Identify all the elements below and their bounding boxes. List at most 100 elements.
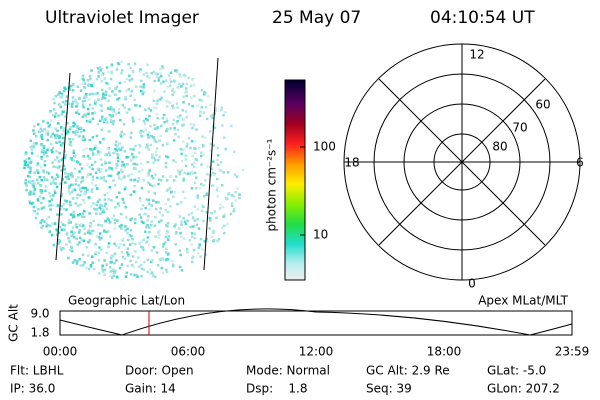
pixel bbox=[142, 119, 146, 123]
pixel bbox=[83, 86, 87, 89]
pixel bbox=[117, 111, 121, 115]
pixel bbox=[162, 245, 165, 248]
pixel bbox=[121, 197, 124, 201]
pixel bbox=[173, 128, 177, 132]
pixel bbox=[178, 82, 181, 86]
pixel bbox=[87, 229, 90, 232]
pixel bbox=[64, 181, 67, 184]
pixel bbox=[104, 202, 107, 205]
pixel bbox=[110, 70, 113, 73]
pixel bbox=[241, 168, 245, 171]
pixel bbox=[79, 203, 82, 206]
pixel bbox=[130, 217, 133, 220]
pixel bbox=[64, 100, 68, 103]
pixel bbox=[185, 82, 189, 86]
pixel bbox=[110, 254, 113, 257]
pixel bbox=[194, 147, 197, 150]
pixel bbox=[113, 252, 117, 256]
pixel bbox=[165, 79, 168, 82]
status-field: Gain: 14 bbox=[125, 382, 176, 396]
pixel bbox=[177, 135, 180, 139]
pixel bbox=[104, 153, 107, 157]
pixel bbox=[72, 121, 75, 125]
pixel bbox=[172, 139, 176, 142]
pixel bbox=[140, 162, 143, 165]
pixel bbox=[69, 84, 73, 88]
pixel bbox=[123, 150, 127, 153]
pixel bbox=[102, 270, 105, 273]
colorbar bbox=[284, 79, 306, 281]
pixel bbox=[99, 103, 102, 107]
pixel bbox=[119, 168, 123, 172]
pixel bbox=[53, 101, 56, 105]
pixel bbox=[26, 165, 30, 169]
pixel bbox=[85, 147, 88, 150]
pixel bbox=[197, 227, 201, 230]
pixel bbox=[76, 260, 79, 263]
pixel bbox=[43, 220, 46, 223]
pixel bbox=[159, 72, 162, 75]
pixel bbox=[100, 128, 104, 131]
altitude-frame bbox=[59, 310, 573, 336]
pixel bbox=[91, 178, 95, 181]
x-tick-label: 06:00 bbox=[171, 345, 206, 359]
pixel bbox=[96, 67, 100, 70]
pixel bbox=[79, 131, 83, 134]
pixel bbox=[191, 78, 194, 81]
pixel bbox=[46, 148, 49, 152]
pixel bbox=[93, 160, 97, 164]
pixel bbox=[108, 186, 112, 189]
pixel bbox=[65, 208, 68, 211]
pixel bbox=[125, 156, 128, 159]
pixel bbox=[206, 239, 209, 243]
pixel bbox=[106, 107, 110, 110]
pixel bbox=[67, 172, 70, 176]
pixel bbox=[210, 212, 213, 215]
pixel bbox=[112, 214, 116, 217]
pixel bbox=[105, 263, 108, 266]
pixel bbox=[165, 129, 168, 133]
pixel bbox=[65, 200, 68, 203]
pixel bbox=[159, 179, 163, 182]
pixel bbox=[215, 188, 219, 192]
pixel bbox=[41, 224, 44, 228]
pixel bbox=[45, 217, 48, 221]
pixel bbox=[194, 151, 197, 155]
pixel bbox=[29, 166, 32, 169]
pixel bbox=[71, 89, 75, 92]
altitude-curve bbox=[59, 308, 573, 336]
pixel bbox=[39, 166, 43, 169]
pixel bbox=[81, 224, 84, 227]
pixel bbox=[216, 177, 219, 181]
pixel bbox=[33, 182, 36, 185]
pixel bbox=[103, 179, 106, 182]
pixel bbox=[100, 109, 103, 112]
pixel bbox=[62, 129, 65, 133]
pixel bbox=[230, 194, 234, 197]
pixel bbox=[101, 88, 104, 92]
plot-title: Geographic Lat/Lon bbox=[68, 294, 185, 308]
pixel bbox=[81, 137, 84, 141]
pixel bbox=[117, 177, 121, 180]
pixel bbox=[143, 122, 147, 125]
pixel bbox=[119, 135, 123, 138]
pixel bbox=[79, 194, 82, 197]
pixel bbox=[193, 94, 196, 98]
pixel bbox=[93, 111, 97, 114]
pixel bbox=[100, 67, 103, 71]
pixel bbox=[120, 223, 123, 227]
pixel bbox=[112, 179, 115, 183]
pixel bbox=[63, 156, 67, 160]
pixel bbox=[146, 133, 150, 137]
pixel bbox=[68, 192, 72, 195]
pixel bbox=[154, 216, 157, 219]
pixel bbox=[172, 118, 175, 122]
pixel bbox=[192, 124, 195, 127]
pixel bbox=[60, 194, 63, 198]
pixel bbox=[121, 170, 124, 174]
pixel bbox=[71, 233, 75, 236]
pixel bbox=[99, 158, 103, 161]
pixel bbox=[178, 265, 182, 269]
pixel bbox=[83, 227, 86, 230]
pixel bbox=[143, 212, 146, 216]
